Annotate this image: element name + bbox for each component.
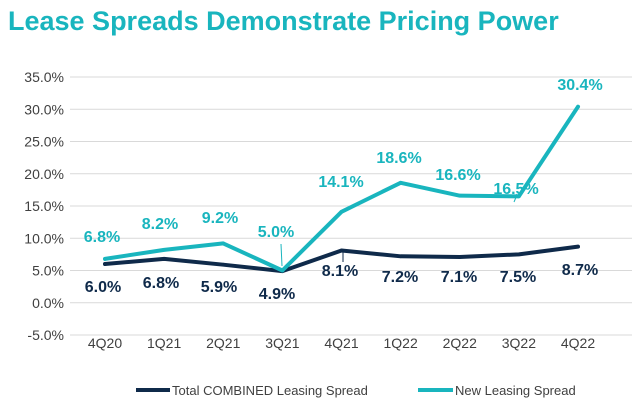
data-point-new — [398, 180, 403, 185]
data-point-total — [517, 252, 521, 257]
data-point-new — [162, 248, 166, 252]
data-point-total — [221, 262, 226, 267]
data-label-total: 7.1% — [441, 269, 477, 286]
data-label-new: 30.4% — [557, 77, 602, 94]
x-tick-label: 2Q21 — [206, 335, 240, 351]
x-tick-label: 3Q21 — [265, 335, 299, 351]
data-point-total — [576, 244, 580, 249]
data-point-new — [576, 104, 580, 109]
data-label-new: 14.1% — [318, 174, 363, 191]
y-tick-label: 30.0% — [24, 101, 64, 117]
data-label-total: 6.8% — [143, 275, 179, 292]
y-tick-label: 10.0% — [24, 230, 64, 246]
data-point-total — [103, 262, 107, 266]
y-tick-label: 25.0% — [24, 134, 64, 150]
data-label-total: 8.1% — [322, 263, 358, 280]
data-label-new: 6.8% — [84, 229, 120, 246]
data-point-total — [339, 248, 344, 253]
x-tick-label: 4Q22 — [561, 335, 595, 351]
x-tick-label: 1Q21 — [147, 335, 181, 351]
data-point-new — [280, 268, 285, 273]
x-tick-label: 2Q22 — [443, 335, 477, 351]
data-point-new — [103, 257, 107, 261]
data-label-total: 7.5% — [500, 269, 536, 286]
chart-title: Lease Spreads Demonstrate Pricing Power — [8, 6, 559, 36]
data-label-new: 8.2% — [142, 216, 178, 233]
y-tick-label: 5.0% — [32, 263, 64, 279]
data-point-total — [457, 255, 462, 259]
leader-line — [513, 193, 518, 199]
data-point-new — [339, 210, 344, 214]
data-label-new: 9.2% — [202, 210, 238, 227]
y-tick-label: 15.0% — [24, 198, 64, 214]
leader-line — [280, 243, 283, 267]
data-label-new: 18.6% — [376, 150, 421, 167]
data-point-new — [517, 194, 521, 199]
data-label-total: 8.7% — [562, 262, 598, 279]
y-tick-label: 35.0% — [24, 69, 64, 85]
y-tick-label: 20.0% — [24, 166, 64, 182]
y-tick-label: -5.0% — [27, 327, 64, 343]
data-label-total: 4.9% — [259, 286, 295, 303]
x-tick-label: 3Q22 — [502, 335, 536, 351]
data-label-total: 6.0% — [85, 279, 121, 296]
data-label-new: 5.0% — [258, 224, 294, 241]
data-point-total — [398, 254, 403, 259]
data-point-new — [457, 193, 462, 198]
data-label-total: 7.2% — [382, 269, 418, 286]
legend-label-total: Total COMBINED Leasing Spread — [172, 383, 368, 398]
data-label-new: 16.6% — [435, 167, 480, 184]
leader-line — [513, 194, 518, 203]
x-tick-label: 1Q22 — [384, 335, 418, 351]
y-tick-label: 0.0% — [32, 295, 64, 311]
legend-label-new: New Leasing Spread — [455, 383, 576, 398]
data-label-total: 5.9% — [201, 279, 237, 296]
data-point-new — [221, 241, 226, 246]
data-point-total — [162, 257, 166, 261]
x-tick-label: 4Q20 — [88, 335, 122, 351]
x-tick-label: 4Q21 — [324, 335, 358, 351]
data-label-new: 16.5% — [493, 181, 538, 198]
